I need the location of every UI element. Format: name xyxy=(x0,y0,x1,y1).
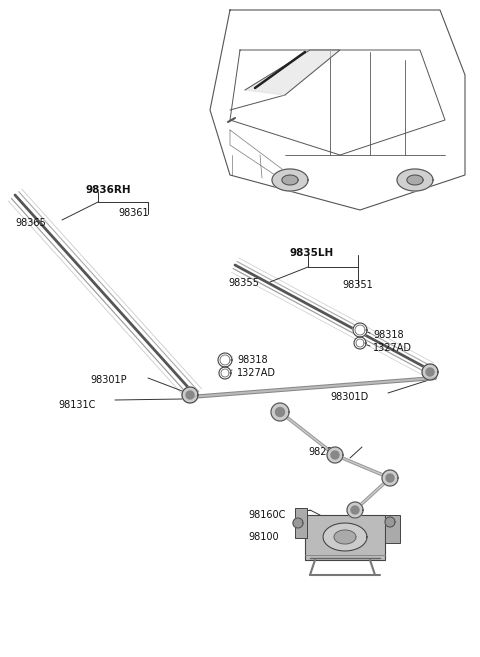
Polygon shape xyxy=(327,447,343,463)
Polygon shape xyxy=(219,367,231,379)
Polygon shape xyxy=(186,391,194,399)
Polygon shape xyxy=(347,502,363,518)
Polygon shape xyxy=(272,169,308,191)
Polygon shape xyxy=(293,518,303,528)
Polygon shape xyxy=(351,506,359,514)
Polygon shape xyxy=(422,364,438,380)
Polygon shape xyxy=(334,530,356,544)
Polygon shape xyxy=(245,50,340,95)
Polygon shape xyxy=(354,337,366,349)
Text: 98160C: 98160C xyxy=(248,510,286,520)
Text: 98318: 98318 xyxy=(237,355,268,365)
Polygon shape xyxy=(353,323,367,337)
Bar xyxy=(385,515,400,543)
Polygon shape xyxy=(331,451,339,459)
Text: 98365: 98365 xyxy=(15,218,46,228)
Text: 1327AD: 1327AD xyxy=(373,343,412,353)
Polygon shape xyxy=(282,175,298,185)
Text: 9835LH: 9835LH xyxy=(290,248,334,258)
Polygon shape xyxy=(397,169,433,191)
Text: 98100: 98100 xyxy=(248,532,278,542)
Polygon shape xyxy=(218,353,232,367)
Text: 98318: 98318 xyxy=(373,330,404,340)
FancyBboxPatch shape xyxy=(305,515,385,560)
Text: 98361: 98361 xyxy=(118,208,149,218)
Polygon shape xyxy=(382,470,398,486)
Text: 1327AD: 1327AD xyxy=(237,368,276,378)
Polygon shape xyxy=(385,517,395,527)
Polygon shape xyxy=(407,175,423,185)
Text: 98131C: 98131C xyxy=(58,400,96,410)
Text: 98200: 98200 xyxy=(308,447,339,457)
Text: 98301D: 98301D xyxy=(330,392,368,402)
Polygon shape xyxy=(276,407,285,417)
Text: 9836RH: 9836RH xyxy=(85,185,131,195)
Polygon shape xyxy=(323,523,367,551)
Polygon shape xyxy=(386,474,394,482)
Text: 98355: 98355 xyxy=(228,278,259,288)
Text: 98351: 98351 xyxy=(342,280,373,290)
Polygon shape xyxy=(426,368,434,376)
Bar xyxy=(295,508,307,538)
Text: 98301P: 98301P xyxy=(90,375,127,385)
Polygon shape xyxy=(271,403,289,421)
Polygon shape xyxy=(182,387,198,403)
